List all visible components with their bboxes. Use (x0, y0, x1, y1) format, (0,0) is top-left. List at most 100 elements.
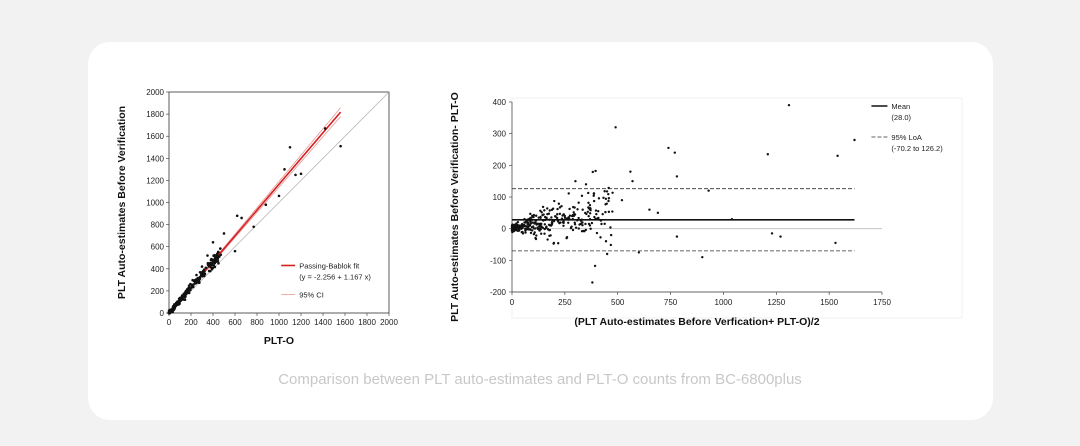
data-point (605, 202, 608, 205)
data-point (609, 226, 612, 229)
x-tick-label: 2000 (380, 318, 398, 327)
data-point (569, 226, 573, 230)
data-point (204, 266, 208, 270)
data-point (589, 227, 592, 230)
data-point (614, 126, 617, 129)
data-point (534, 218, 537, 222)
legend-mean-value: (28.0) (891, 113, 911, 122)
bland-altman-chart: 0 250 500 750 1000 1250 1500 1750 -200 -100 0 100 20… (449, 92, 963, 328)
data-point (339, 144, 342, 148)
x-tick-label: 1400 (314, 318, 332, 327)
data-point (597, 197, 601, 200)
data-point (511, 230, 515, 233)
data-point (607, 210, 611, 214)
data-point (195, 273, 198, 277)
data-point (591, 170, 594, 174)
data-point (545, 216, 548, 219)
x-tick-label: 1000 (715, 298, 733, 307)
data-point (533, 231, 536, 234)
data-point (546, 238, 549, 241)
data-point (541, 218, 545, 222)
data-point (534, 236, 537, 240)
data-point (167, 310, 171, 314)
data-point (577, 216, 580, 220)
x-tick-label: 1800 (358, 318, 376, 327)
data-point (779, 235, 782, 238)
data-point (556, 213, 559, 216)
data-point (766, 153, 770, 156)
data-point (573, 223, 577, 226)
data-point (631, 179, 634, 183)
data-point (603, 190, 606, 193)
data-point (601, 212, 604, 216)
y-tick-label: 0 (160, 309, 165, 318)
data-point (529, 212, 532, 216)
data-point (513, 228, 517, 231)
data-point (519, 224, 523, 228)
data-point (594, 209, 598, 212)
x-tick-label: 1200 (292, 318, 310, 327)
data-point (611, 210, 614, 213)
data-point (590, 221, 594, 225)
plot-outer-frame (511, 97, 963, 319)
data-point (529, 222, 533, 225)
legend-mean-label: Mean (891, 102, 910, 111)
data-point (235, 214, 239, 218)
data-point (540, 211, 543, 214)
data-point (637, 251, 641, 254)
data-point (568, 217, 571, 220)
data-point (629, 170, 632, 173)
data-point (288, 145, 292, 149)
data-point (183, 293, 186, 296)
difference-points (510, 103, 856, 284)
data-point (620, 198, 624, 202)
data-point (583, 230, 586, 233)
data-point (541, 205, 545, 209)
data-point (539, 228, 542, 231)
data-point (541, 213, 544, 217)
y-tick-label: 1200 (146, 176, 164, 185)
legend-fit-label: Passing-Bablok fit (299, 261, 360, 270)
data-point (581, 223, 584, 227)
data-point (212, 258, 216, 262)
data-point (529, 216, 532, 220)
data-point (535, 223, 538, 226)
data-point (588, 204, 592, 207)
data-point (565, 236, 568, 240)
data-point (787, 103, 791, 107)
data-point (539, 209, 542, 213)
data-point (604, 197, 608, 201)
data-point (600, 222, 603, 226)
y-tick-label: 2000 (146, 88, 164, 97)
data-point (571, 217, 575, 221)
data-point (537, 216, 540, 219)
data-point (604, 240, 608, 243)
data-point (834, 241, 837, 245)
data-point (580, 230, 584, 233)
data-point (524, 227, 527, 231)
y-tick-label: 200 (493, 161, 507, 170)
data-point (529, 231, 533, 235)
data-point (588, 224, 592, 227)
data-point (562, 220, 565, 223)
data-point (580, 194, 584, 198)
data-point (520, 227, 523, 231)
legend-loa-label: 95% LoA (891, 133, 921, 142)
x-tick-label: 400 (206, 318, 220, 327)
y-tick-label: 1400 (146, 154, 164, 163)
data-point (567, 221, 570, 224)
data-point (562, 224, 565, 228)
data-point (294, 173, 297, 177)
data-point (560, 217, 564, 220)
data-point (579, 222, 583, 225)
data-point (283, 168, 286, 171)
data-point (213, 261, 217, 265)
y-tick-label: 1600 (146, 132, 164, 141)
data-point (574, 226, 578, 229)
data-point (673, 151, 676, 154)
data-point (770, 232, 774, 235)
data-point (548, 209, 551, 212)
data-point (560, 205, 563, 208)
data-point (591, 281, 594, 284)
data-point (197, 278, 201, 282)
